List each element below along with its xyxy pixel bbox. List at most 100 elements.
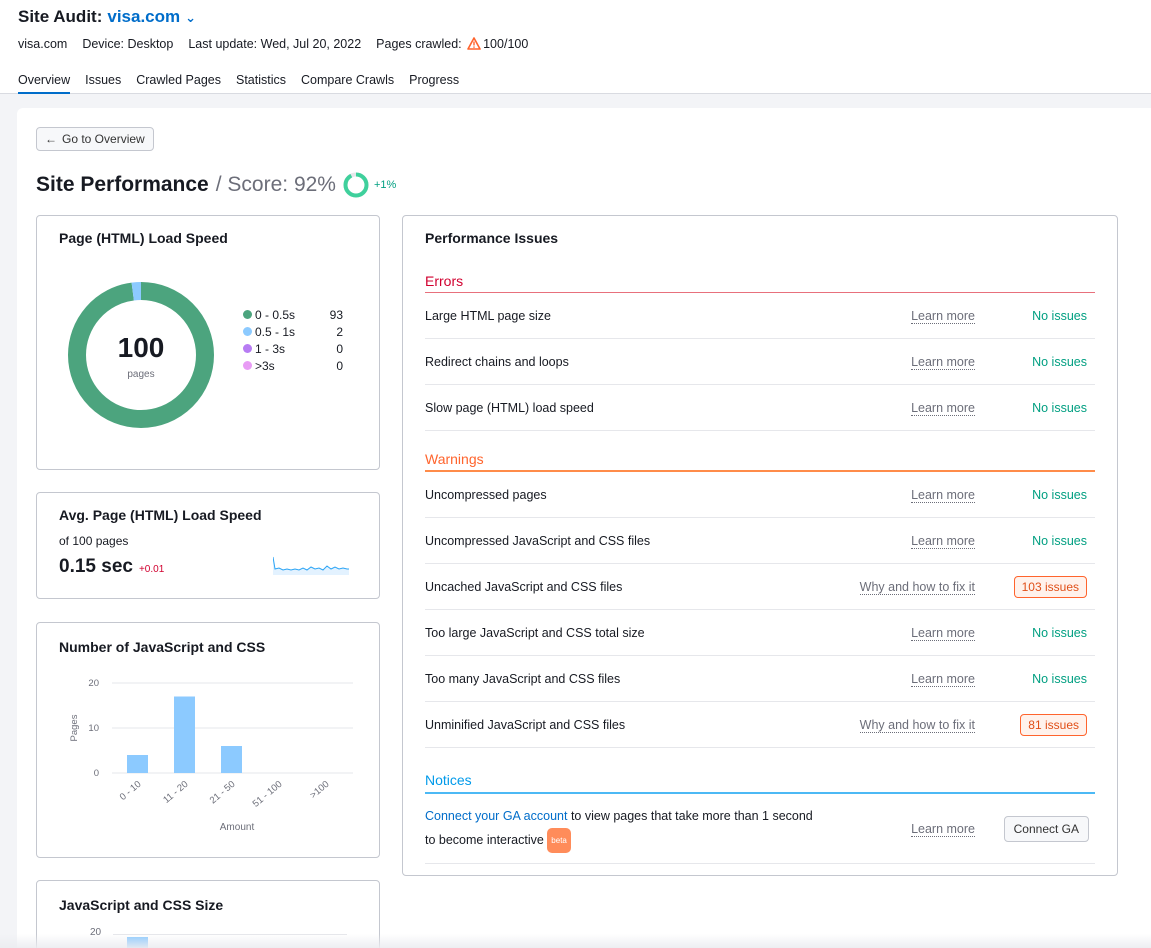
issue-row[interactable]: Too many JavaScript and CSS files Learn … xyxy=(425,656,1095,702)
legend-dot xyxy=(243,327,252,336)
page-title: Site Audit: visa.com ⌄ xyxy=(18,7,196,27)
fix-guide-link[interactable]: Why and how to fix it xyxy=(805,579,975,595)
meta-pages-crawled: Pages crawled: 100/100 xyxy=(376,37,528,51)
js-css-count-title: Number of JavaScript and CSS xyxy=(59,639,266,655)
fix-guide-link[interactable]: Why and how to fix it xyxy=(805,717,975,733)
legend-dot xyxy=(243,344,252,353)
connect-ga-button[interactable]: Connect GA xyxy=(1003,815,1089,842)
avg-sparkline xyxy=(273,556,349,575)
x-tick-label: 11 - 20 xyxy=(161,779,190,806)
notice-text: Connect your GA account to view pages th… xyxy=(425,805,855,853)
fix-guide-text[interactable]: Why and how to fix it xyxy=(859,579,975,595)
issue-status: No issues xyxy=(1032,671,1087,686)
learn-more-link[interactable]: Learn more xyxy=(805,308,975,324)
issue-row[interactable]: Uncompressed JavaScript and CSS files Le… xyxy=(425,518,1095,564)
learn-more-text[interactable]: Learn more xyxy=(911,400,975,416)
js-css-count-card: Number of JavaScript and CSS 20 10 0 Pages 0… xyxy=(36,622,380,858)
legend-label: 1 - 3s xyxy=(255,341,286,356)
learn-more-link[interactable]: Learn more xyxy=(805,354,975,370)
go-to-overview-button[interactable]: ← Go to Overview xyxy=(36,127,154,151)
issue-row[interactable]: Slow page (HTML) load speed Learn more N… xyxy=(425,385,1095,431)
pages-crawled-value: 100/100 xyxy=(483,37,529,51)
learn-more-text[interactable]: Learn more xyxy=(911,625,975,641)
chevron-down-icon[interactable]: ⌄ xyxy=(185,10,197,25)
issues-count-badge[interactable]: 103 issues xyxy=(1013,575,1087,598)
issue-row[interactable]: Uncached JavaScript and CSS files Why an… xyxy=(425,564,1095,610)
connect-ga-link[interactable]: Connect your GA account xyxy=(425,808,568,823)
performance-issues-title: Performance Issues xyxy=(425,230,559,246)
avg-load-speed-title: Avg. Page (HTML) Load Speed xyxy=(59,507,262,523)
js-css-count-chart: 20 10 0 Pages 0 - 10 11 - 20 21 - 50 51 - 100 >1… xyxy=(69,678,353,833)
avg-load-speed-card: Avg. Page (HTML) Load Speed of 100 pages… xyxy=(36,492,380,599)
learn-more-text[interactable]: Learn more xyxy=(911,354,975,370)
performance-heading: Site Performance / Score: 92% +1% xyxy=(36,172,396,198)
donut-slice-1[interactable] xyxy=(68,282,214,428)
issue-status: No issues xyxy=(1032,487,1087,502)
avg-subtitle: of 100 pages xyxy=(59,534,129,548)
issue-row[interactable]: Large HTML page size Learn more No issue… xyxy=(425,293,1095,339)
warnings-divider xyxy=(425,470,1095,472)
learn-more-link[interactable]: Learn more xyxy=(805,625,975,641)
avg-value-block: 0.15 sec +0.01 xyxy=(59,556,164,578)
issues-count-badge[interactable]: 81 issues xyxy=(1020,713,1087,736)
tab-compare-crawls[interactable]: Compare Crawls xyxy=(301,73,395,87)
notices-divider xyxy=(425,792,1095,794)
learn-more-text[interactable]: Learn more xyxy=(911,671,975,687)
legend-label: 0 - 0.5s xyxy=(255,307,296,322)
x-tick-label: >100 xyxy=(308,779,331,801)
issue-name: Slow page (HTML) load speed xyxy=(425,400,594,415)
load-speed-donut xyxy=(68,282,214,428)
legend-value: 0 xyxy=(336,341,343,356)
avg-delta: +0.01 xyxy=(138,564,165,575)
legend-value: 93 xyxy=(329,307,343,322)
connect-ga-cell: Connect GA xyxy=(975,815,1095,842)
learn-more-text[interactable]: Learn more xyxy=(911,308,975,324)
tab-overview[interactable]: Overview xyxy=(18,73,71,94)
go-to-overview-label: Go to Overview xyxy=(62,132,145,146)
learn-more-text[interactable]: Learn more xyxy=(911,533,975,549)
donut-total: 100 xyxy=(117,332,165,363)
load-speed-legend: 0 - 0.5s 93 0.5 - 1s 2 1 - 3s 0 >3s 0 xyxy=(243,306,343,374)
issue-status: 81 issues xyxy=(975,713,1095,736)
legend-value: 2 xyxy=(336,324,343,339)
meta-last-update: Last update: Wed, Jul 20, 2022 xyxy=(188,37,362,51)
legend-label: >3s xyxy=(255,358,275,373)
learn-more-link[interactable]: Learn more xyxy=(805,400,975,416)
errors-divider xyxy=(425,292,1095,293)
top-header: Site Audit: visa.com ⌄ visa.com Device: … xyxy=(0,0,1151,94)
issue-row[interactable]: Too large JavaScript and CSS total size … xyxy=(425,610,1095,656)
issue-status: No issues xyxy=(1032,400,1087,415)
legend-item: >3s 0 xyxy=(243,357,343,374)
x-tick-label: 0 - 10 xyxy=(118,779,144,803)
learn-more-text[interactable]: Learn more xyxy=(911,487,975,503)
issue-row[interactable]: Unminified JavaScript and CSS files Why … xyxy=(425,702,1095,748)
tab-statistics[interactable]: Statistics xyxy=(236,73,287,87)
issue-status: No issues xyxy=(1032,625,1087,640)
learn-more-link[interactable]: Learn more xyxy=(805,533,975,549)
audit-meta: visa.com Device: Desktop Last update: We… xyxy=(18,37,528,51)
learn-more-link[interactable]: Learn more xyxy=(805,487,975,503)
tab-crawled-pages[interactable]: Crawled Pages xyxy=(136,73,221,87)
issue-row[interactable]: Redirect chains and loops Learn more No … xyxy=(425,339,1095,385)
bar[interactable] xyxy=(174,696,195,774)
fix-guide-text[interactable]: Why and how to fix it xyxy=(859,717,975,733)
bar[interactable] xyxy=(127,755,148,773)
notice-text-2: to become interactive xyxy=(425,832,544,847)
learn-more-link[interactable]: Learn more xyxy=(855,821,975,837)
domain-selector[interactable]: visa.com xyxy=(107,7,181,26)
learn-more-link[interactable]: Learn more xyxy=(805,671,975,687)
issue-name: Redirect chains and loops xyxy=(425,354,569,369)
legend-dot xyxy=(243,361,252,370)
avg-value: 0.15 sec xyxy=(59,556,133,577)
pages-crawled-label: Pages crawled: xyxy=(376,37,462,51)
issue-name: Uncompressed pages xyxy=(425,487,547,502)
performance-title: Site Performance xyxy=(36,173,209,196)
meta-site: visa.com xyxy=(18,37,68,51)
issue-row[interactable]: Uncompressed pages Learn more No issues xyxy=(425,472,1095,518)
donut-total-label: pages xyxy=(127,369,155,380)
tab-progress[interactable]: Progress xyxy=(409,73,460,87)
bar[interactable] xyxy=(221,746,242,773)
learn-more-text[interactable]: Learn more xyxy=(911,821,975,837)
notices-section-label: Notices xyxy=(425,772,472,788)
tab-issues[interactable]: Issues xyxy=(85,73,122,87)
